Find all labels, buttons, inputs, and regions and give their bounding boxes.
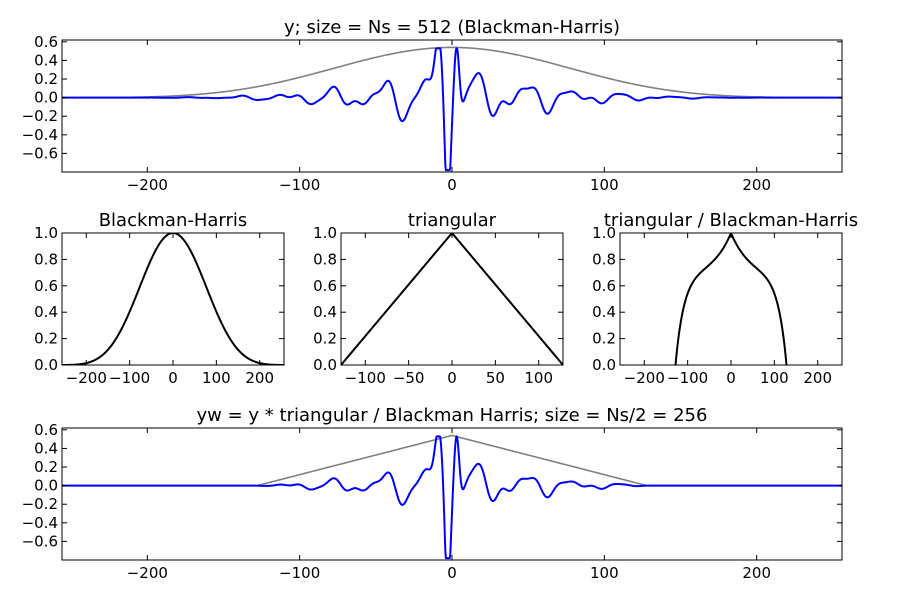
y-tick-label: 0.4 [34, 303, 58, 321]
y-tick-label: 0.4 [313, 303, 337, 321]
x-tick-label: 100 [590, 564, 619, 582]
y-tick-label: 0.8 [592, 250, 616, 268]
x-tick-label: −200 [127, 176, 168, 194]
y-tick-label: 1.0 [34, 224, 58, 242]
x-tick-label: −50 [393, 369, 425, 387]
y-tick-label: 0.8 [313, 250, 337, 268]
y-tick-label: 0.6 [34, 421, 58, 439]
y-tick-label: 0.2 [592, 330, 616, 348]
y-tick-label: −0.4 [22, 514, 58, 532]
y-tick-label: 0.0 [313, 356, 337, 374]
y-tick-label: 0.0 [34, 356, 58, 374]
x-tick-label: −200 [66, 369, 107, 387]
y-tick-label: 0.2 [34, 458, 58, 476]
x-tick-label: 200 [742, 176, 771, 194]
y-tick-label: 0.6 [313, 277, 337, 295]
y-tick-label: 0.0 [34, 477, 58, 495]
panel-title: yw = y * triangular / Blackman Harris; s… [197, 405, 708, 426]
x-tick-label: 200 [245, 369, 274, 387]
panel-title: y; size = Ns = 512 (Blackman-Harris) [284, 17, 620, 38]
x-tick-label: −100 [279, 176, 320, 194]
x-tick-label: −200 [624, 369, 665, 387]
y-tick-label: 0.4 [592, 303, 616, 321]
x-tick-label: 100 [202, 369, 231, 387]
x-tick-label: 100 [524, 369, 553, 387]
x-tick-label: 0 [447, 369, 457, 387]
y-tick-label: 0.2 [34, 70, 58, 88]
y-tick-label: 0.0 [34, 89, 58, 107]
y-tick-label: 0.2 [34, 330, 58, 348]
y-tick-label: 1.0 [313, 224, 337, 242]
y-tick-label: 0.8 [34, 250, 58, 268]
y-tick-label: 0.0 [592, 356, 616, 374]
x-tick-label: 200 [742, 564, 771, 582]
x-tick-label: 0 [726, 369, 736, 387]
x-tick-label: 0 [168, 369, 178, 387]
y-tick-label: −0.4 [22, 126, 58, 144]
y-tick-label: 0.6 [34, 277, 58, 295]
y-tick-label: 0.2 [313, 330, 337, 348]
x-tick-label: 0 [447, 564, 457, 582]
x-tick-label: −100 [109, 369, 150, 387]
x-tick-label: −100 [345, 369, 386, 387]
y-tick-label: 0.4 [34, 439, 58, 457]
y-tick-label: −0.2 [22, 107, 58, 125]
y-tick-label: 1.0 [592, 224, 616, 242]
x-tick-label: −100 [279, 564, 320, 582]
x-tick-label: −200 [127, 564, 168, 582]
panel-title: Blackman-Harris [99, 210, 248, 231]
x-tick-label: 200 [803, 369, 832, 387]
y-tick-label: −0.6 [22, 532, 58, 550]
y-tick-label: 0.6 [34, 33, 58, 51]
x-tick-label: 100 [590, 176, 619, 194]
x-tick-label: 100 [760, 369, 789, 387]
x-tick-label: 50 [486, 369, 505, 387]
panel-title: triangular / Blackman-Harris [604, 210, 858, 231]
x-tick-label: −100 [667, 369, 708, 387]
x-tick-label: 0 [447, 176, 457, 194]
y-tick-label: 0.4 [34, 51, 58, 69]
y-tick-label: −0.6 [22, 144, 58, 162]
y-tick-label: 0.6 [592, 277, 616, 295]
y-tick-label: −0.2 [22, 495, 58, 513]
panel-title: triangular [408, 210, 497, 231]
